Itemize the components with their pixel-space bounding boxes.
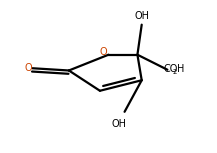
Text: OH: OH — [134, 11, 149, 21]
Text: CO: CO — [163, 64, 178, 74]
Text: O: O — [24, 63, 32, 73]
Text: 2: 2 — [173, 69, 177, 75]
Text: O: O — [100, 47, 108, 58]
Text: OH: OH — [112, 119, 127, 129]
Text: H: H — [177, 64, 184, 74]
